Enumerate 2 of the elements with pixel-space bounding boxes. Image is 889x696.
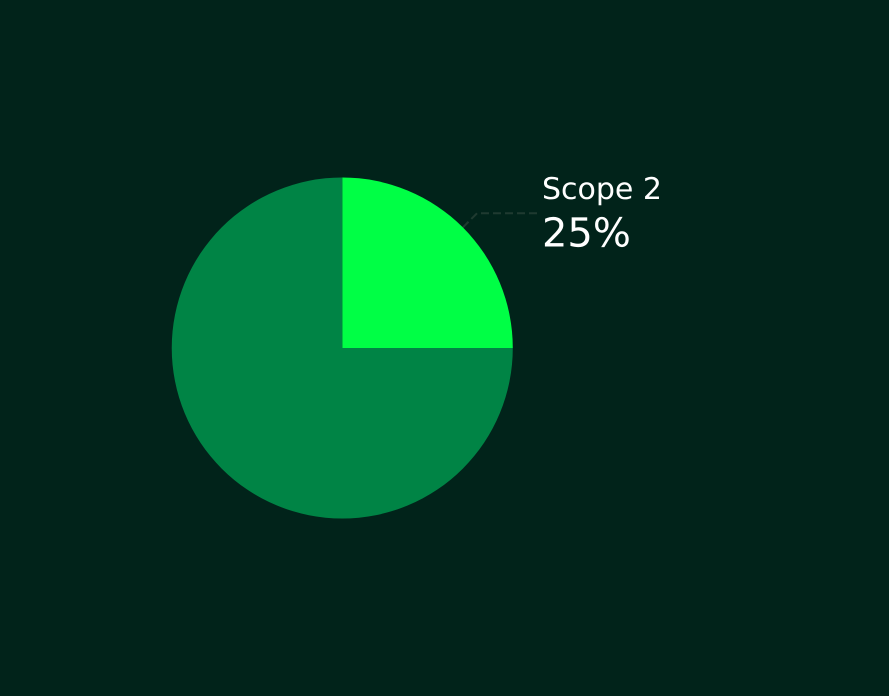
data-label: 25% bbox=[542, 210, 631, 256]
slice-label: Scope 2 bbox=[542, 172, 662, 207]
